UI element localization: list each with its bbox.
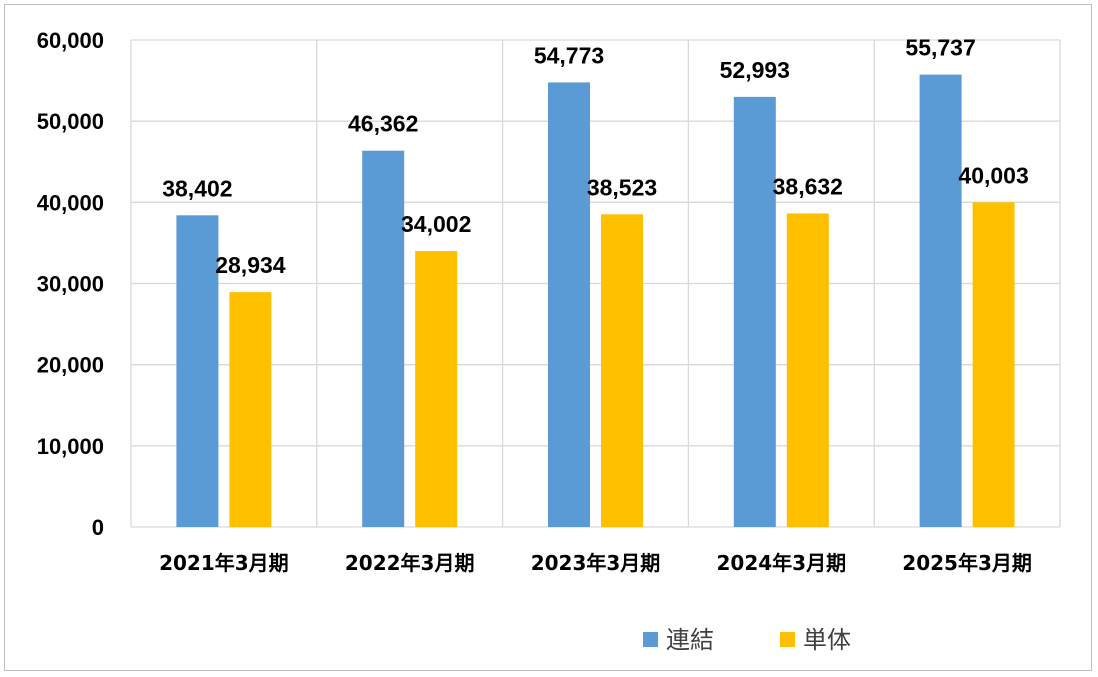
bar [176, 215, 219, 527]
bar [919, 74, 962, 527]
x-tick-label: 2024年3月期 [717, 551, 847, 575]
data-label: 52,993 [720, 57, 790, 83]
bar [972, 202, 1015, 527]
data-label: 38,632 [773, 173, 843, 199]
y-tick-label: 0 [92, 515, 104, 540]
x-tick-label: 2023年3月期 [531, 551, 661, 575]
data-label: 54,773 [534, 42, 604, 68]
data-label: 40,003 [958, 162, 1028, 188]
bar [362, 150, 405, 527]
x-tick-label: 2025年3月期 [902, 551, 1032, 575]
bar [415, 251, 458, 528]
bar [548, 82, 590, 528]
x-tick-label: 2021年3月期 [159, 551, 289, 575]
bar [733, 96, 776, 528]
bar [786, 213, 829, 527]
y-tick-label: 10,000 [37, 434, 104, 459]
bar [229, 292, 272, 527]
data-label: 38,523 [587, 174, 657, 200]
y-tick-label: 60,000 [37, 28, 104, 53]
legend-label: 連結 [666, 626, 714, 654]
data-label: 46,362 [348, 111, 418, 137]
data-label: 28,934 [215, 252, 286, 278]
legend-swatch [780, 632, 795, 647]
y-tick-label: 20,000 [37, 353, 104, 378]
data-label: 34,002 [401, 211, 471, 237]
data-label: 55,737 [905, 35, 975, 61]
data-label: 38,402 [162, 175, 232, 201]
x-tick-label: 2022年3月期 [345, 551, 475, 575]
bar [601, 214, 643, 527]
y-tick-label: 30,000 [37, 272, 104, 297]
y-tick-label: 50,000 [37, 109, 104, 134]
legend-swatch [643, 632, 658, 647]
legend-label: 単体 [803, 626, 851, 654]
y-tick-label: 40,000 [37, 190, 104, 215]
